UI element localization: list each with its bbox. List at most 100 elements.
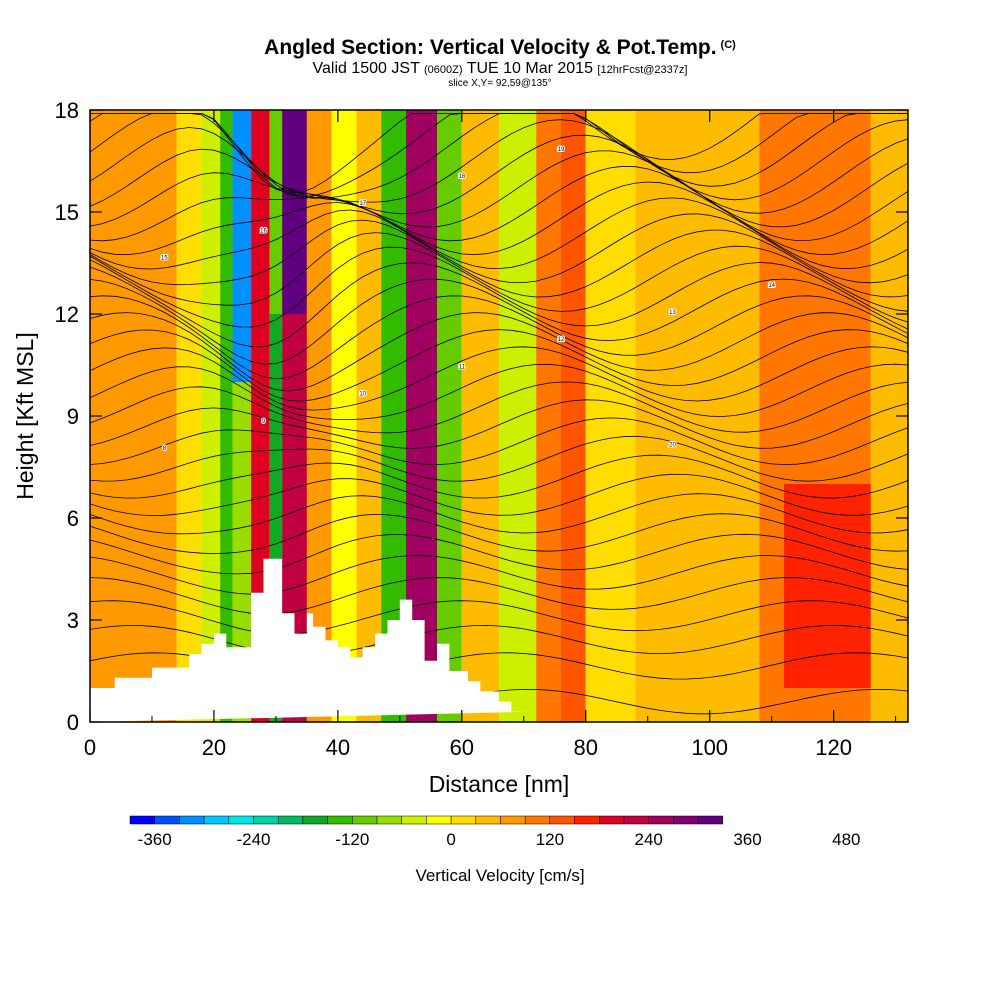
chart-slice-info: slice X,Y= 92,59@135° bbox=[448, 78, 552, 89]
theta-contour-line bbox=[89, 435, 909, 482]
y-tick-label: 0 bbox=[67, 710, 79, 735]
theta-contour-line bbox=[89, 278, 909, 365]
velocity-cell bbox=[784, 484, 871, 688]
colorbar-swatch bbox=[352, 815, 378, 825]
theta-contour-label: 20 bbox=[669, 443, 676, 449]
y-tick-label: 3 bbox=[67, 608, 79, 633]
x-tick-label: 120 bbox=[815, 735, 852, 760]
x-axis-label: Distance [nm] bbox=[429, 771, 570, 797]
colorbar: -360 -240 -120 0 120 240 360 480 bbox=[129, 815, 860, 849]
theta-contour-line bbox=[89, 473, 909, 517]
subtitle-valid: Valid 1500 JST bbox=[312, 60, 420, 77]
theta-contour-line bbox=[89, 399, 909, 449]
colorbar-tick-label: 480 bbox=[832, 830, 860, 849]
theta-contour-line bbox=[89, 134, 909, 215]
theta-contour-label: 9 bbox=[262, 419, 266, 425]
colorbar-swatch bbox=[129, 815, 155, 825]
theta-contour-label: 10 bbox=[359, 392, 366, 398]
colorbar-tick-label: -240 bbox=[236, 830, 270, 849]
colorbar-swatch bbox=[500, 815, 526, 825]
theta-contour-line bbox=[89, 229, 909, 306]
theta-contour-line bbox=[89, 262, 909, 348]
theta-contour-line bbox=[89, 513, 909, 554]
theta-contour-label: 19 bbox=[558, 147, 565, 153]
colorbar-swatch bbox=[401, 815, 427, 825]
colorbar-swatch bbox=[475, 815, 501, 825]
colorbar-swatch bbox=[277, 815, 304, 825]
subtitle-date: TUE 10 Mar 2015 bbox=[466, 60, 593, 77]
y-tick-label: 9 bbox=[67, 404, 79, 429]
velocity-cell bbox=[536, 110, 561, 722]
velocity-cell bbox=[220, 110, 233, 722]
terrain bbox=[90, 558, 530, 722]
theta-contour-line bbox=[89, 213, 909, 286]
theta-contour-line bbox=[89, 381, 909, 434]
chart-title: Angled Section: Vertical Velocity & Pot.… bbox=[0, 36, 1000, 60]
colorbar-swatch bbox=[599, 815, 625, 825]
y-tick-label: 18 bbox=[55, 98, 79, 123]
theta-contour-line bbox=[89, 295, 909, 380]
colorbar-swatch bbox=[228, 815, 254, 825]
chart-title-tag: (C) bbox=[720, 39, 736, 51]
subtitle-fcst: [12hrFcst@2337z] bbox=[597, 64, 688, 76]
theta-contour-line bbox=[89, 555, 909, 595]
colorbar-swatch bbox=[673, 815, 699, 825]
x-tick-label: 20 bbox=[202, 735, 226, 760]
colorbar-swatch bbox=[327, 815, 353, 825]
theta-contour-label: 12 bbox=[558, 337, 565, 343]
theta-contour-label: 14 bbox=[768, 283, 775, 289]
theta-contour-line bbox=[89, 119, 909, 203]
theta-contour-line bbox=[89, 150, 909, 228]
theta-contour-line bbox=[89, 454, 909, 499]
colorbar-swatch bbox=[376, 815, 402, 825]
theta-contour-line bbox=[89, 493, 909, 535]
theta-contour-line bbox=[89, 577, 909, 615]
colorbar-tick-label: 0 bbox=[446, 830, 455, 849]
y-tick-label: 6 bbox=[67, 506, 79, 531]
theta-contour-line bbox=[89, 245, 909, 328]
y-tick-label: 12 bbox=[55, 302, 79, 327]
theta-contour-line bbox=[89, 312, 909, 392]
velocity-cell bbox=[560, 110, 586, 722]
x-tick-label: 0 bbox=[84, 735, 96, 760]
velocity-field bbox=[90, 110, 908, 722]
theta-contour-line bbox=[89, 197, 909, 270]
x-tick-label: 60 bbox=[450, 735, 474, 760]
y-tick-label: 15 bbox=[55, 200, 79, 225]
y-axis-label: Height [Kft MSL] bbox=[12, 332, 38, 499]
colorbar-tick-label: 120 bbox=[536, 830, 564, 849]
theta-contour-label: 8 bbox=[163, 446, 167, 452]
colorbar-swatch bbox=[648, 815, 674, 825]
chart-subtitle: Valid 1500 JST (0600Z) TUE 10 Mar 2015 [… bbox=[0, 60, 1000, 78]
velocity-cell bbox=[331, 110, 357, 722]
velocity-cell bbox=[201, 110, 221, 722]
theta-contour-line bbox=[89, 533, 909, 575]
theta-contour-line bbox=[89, 600, 909, 635]
velocity-cell bbox=[499, 110, 537, 722]
theta-contour-label: 13 bbox=[669, 310, 676, 316]
velocity-cell bbox=[585, 110, 636, 722]
theta-contour-label: 11 bbox=[459, 364, 466, 370]
terrain-layer bbox=[90, 558, 530, 722]
colorbar-swatch bbox=[697, 815, 724, 825]
colorbar-swatch bbox=[549, 815, 575, 825]
subtitle-utc: (0600Z) bbox=[424, 64, 463, 76]
colorbar-tick-label: -120 bbox=[335, 830, 369, 849]
colorbar-swatch bbox=[179, 815, 205, 825]
colorbar-swatch bbox=[253, 815, 279, 825]
theta-contour-line bbox=[89, 363, 909, 420]
colorbar-swatch bbox=[302, 815, 328, 825]
colorbar-swatch bbox=[203, 815, 230, 825]
theta-contour-line bbox=[89, 181, 909, 256]
colorbar-swatch bbox=[623, 815, 649, 825]
theta-contours: 8 9 10 11 12 13 14 15 16 17 18 19 20 bbox=[89, 113, 909, 715]
theta-contour-line bbox=[90, 113, 908, 194]
colorbar-swatch bbox=[450, 815, 477, 825]
velocity-cell bbox=[282, 110, 307, 314]
theta-contour-label: 18 bbox=[458, 174, 465, 180]
velocity-cell bbox=[461, 110, 499, 722]
theta-contour-line bbox=[89, 329, 909, 402]
theta-contour-label: 16 bbox=[260, 228, 267, 234]
